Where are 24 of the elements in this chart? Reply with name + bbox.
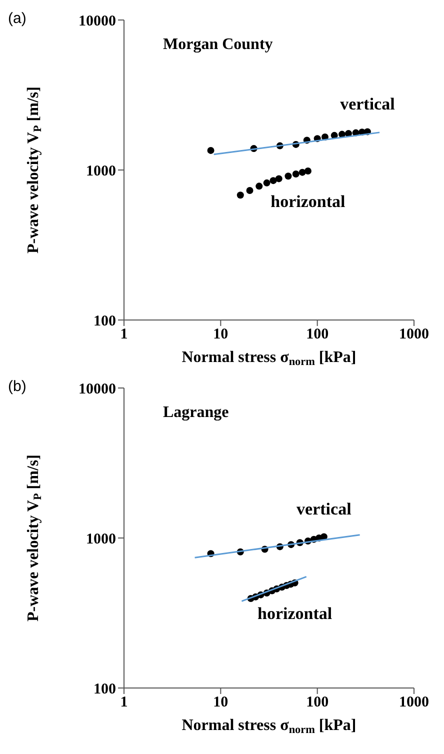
series-label: vertical [340, 94, 396, 114]
y-tick-label: 10000 [78, 381, 116, 398]
x-axis-title: Normal stress σ$_{norm}$ [kPa] [182, 349, 356, 368]
y-tick-label: 1000 [86, 163, 116, 180]
y-tick-label: 100 [94, 313, 116, 330]
annotation: Lagrange [163, 404, 229, 422]
x-tick-label: 1 [120, 326, 128, 343]
series-label: vertical [296, 500, 352, 519]
x-tick-label: 1 [120, 694, 128, 711]
annotation: Morgan County [163, 36, 273, 54]
x-tick-label: 100 [306, 326, 329, 343]
x-tick-label: 10 [213, 694, 228, 711]
x-axis-title: Normal stress σ$_{norm}$ [kPa] [182, 717, 356, 736]
chart-title: (b) [8, 378, 26, 395]
chart-title: (a) [8, 10, 26, 27]
series-label: horizontal [270, 192, 346, 212]
x-tick-label: 100 [306, 694, 329, 711]
y-tick-label: 10000 [78, 13, 116, 30]
y-tick-label: 1000 [86, 531, 116, 548]
x-tick-label: 1000 [399, 326, 429, 343]
x-tick-label: 1000 [399, 694, 429, 711]
x-tick-label: 10 [213, 326, 228, 343]
y-tick-label: 100 [94, 681, 116, 698]
series-label: horizontal [258, 604, 332, 623]
